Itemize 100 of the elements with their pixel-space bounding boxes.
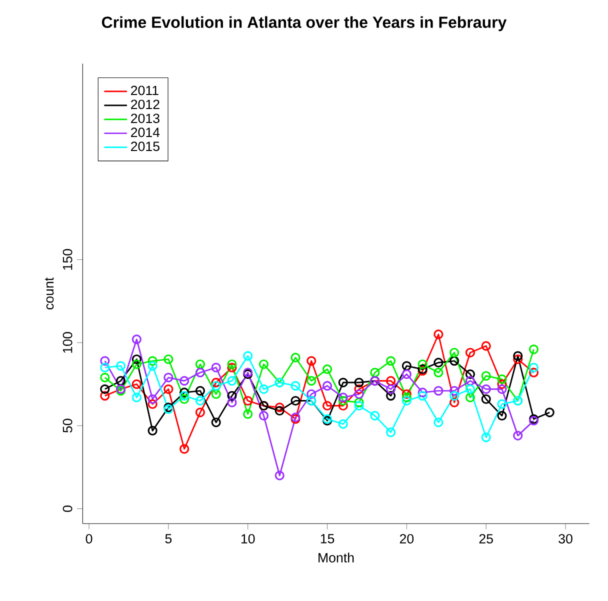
point [227,376,237,386]
point [180,394,190,404]
y-tick-label: 50 [62,418,72,433]
point [100,384,110,394]
point [338,419,348,429]
point [227,359,237,370]
point [322,381,332,391]
point [513,430,523,440]
point [450,398,460,408]
point [544,408,554,418]
x-tick-label: 25 [479,534,493,544]
x-tick-label: 10 [241,534,255,544]
point [354,398,364,408]
point [402,389,412,399]
point [211,389,221,399]
point [386,428,396,438]
point [386,356,396,366]
point [100,372,110,382]
point [434,368,444,378]
point [354,378,364,388]
point [148,356,158,366]
point [290,381,300,391]
point [322,400,332,411]
x-axis-title: Month [318,552,354,562]
point [306,376,316,386]
point [481,384,491,394]
y-tick-label: 100 [62,332,72,353]
point [195,368,206,378]
point [370,368,380,378]
point [386,384,396,394]
point [132,354,142,364]
point [258,384,269,394]
point [338,400,348,411]
point [465,384,476,394]
point [195,359,206,370]
chart-title: Crime Evolution in Atlanta over the Years in Febraury [102,16,507,32]
point [227,398,237,408]
point [243,396,253,406]
point [338,392,348,402]
point [354,400,364,411]
point [243,351,253,361]
legend-label: 2012 [131,100,160,110]
point [338,396,348,406]
point [148,399,158,409]
point [290,352,300,362]
point [450,386,460,396]
x-tick-label: 15 [320,534,334,544]
legend-label: 2013 [131,114,160,124]
point [402,396,412,406]
legend-label: 2014 [131,128,160,138]
point [116,361,126,371]
point [132,379,142,389]
point [180,444,190,454]
point [132,334,142,344]
point [211,381,221,391]
point [164,372,174,382]
point [148,394,158,404]
point [434,358,444,368]
point [354,384,364,394]
point [465,369,476,380]
point [497,374,507,384]
point [195,386,206,396]
y-axis-title: count [44,277,54,310]
point [164,354,174,364]
point [195,408,206,418]
point [164,384,174,394]
point [450,391,460,401]
point [100,391,110,401]
point [465,376,476,386]
point [386,376,396,386]
point [132,392,142,402]
point [450,348,460,358]
point [481,371,491,381]
point [195,396,206,406]
point [497,399,507,409]
point [465,392,476,402]
point [528,368,539,378]
point [528,362,539,372]
point [290,396,300,406]
point [306,356,316,366]
point [465,348,476,358]
point [322,364,332,374]
point [227,391,237,401]
point [481,341,491,351]
point [418,359,428,370]
point [274,470,284,480]
point [180,376,190,386]
x-tick-label: 5 [165,534,172,544]
point [370,410,380,421]
point [211,378,221,388]
point [338,378,348,388]
point [402,361,412,371]
point [132,359,142,370]
point [402,392,412,402]
point [211,362,221,372]
point [513,351,523,361]
legend-label: 2011 [131,86,158,96]
point [513,354,523,364]
point [100,362,110,372]
point [258,410,269,421]
